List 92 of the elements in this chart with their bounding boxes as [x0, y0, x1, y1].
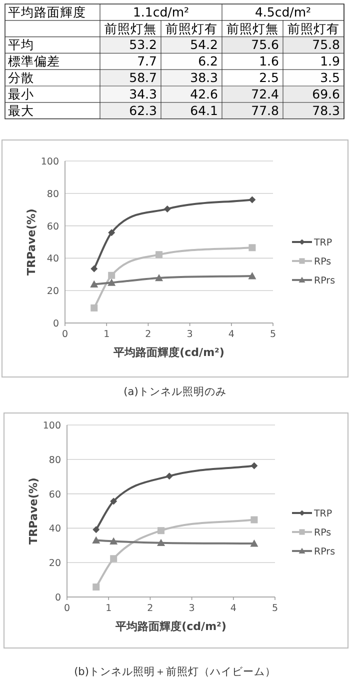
point [158, 527, 165, 534]
data-label: 42.6 [190, 86, 218, 102]
data-label: 53.2 [129, 37, 157, 52]
data-label: 75.6 [251, 37, 280, 52]
x-axis-title: 平均路面輝度(cd/m²) [112, 346, 224, 359]
point [110, 498, 118, 505]
y-tick-label: 最小 [8, 86, 34, 102]
y-tick-label: 0 [52, 318, 59, 330]
point [156, 251, 163, 258]
point [108, 278, 116, 286]
data-label: 6.2 [198, 54, 218, 69]
point [157, 538, 166, 546]
x-tick-label: 0 [62, 329, 68, 340]
y-tick-label: 40 [46, 254, 59, 265]
x-tick-label: 5 [272, 603, 278, 614]
data-label: 1.6 [259, 54, 280, 69]
point [90, 280, 98, 288]
data-label: 78.3 [312, 102, 340, 118]
x-tick-label: 前照灯有 [288, 20, 340, 36]
x-tick-label: 4 [228, 329, 234, 340]
y-tick-label: 100 [40, 156, 59, 168]
point [248, 196, 256, 204]
text: 平均路面輝度 [8, 4, 86, 20]
y-tick-label: 80 [46, 188, 59, 200]
point [250, 540, 258, 547]
data-label: 1.9 [320, 54, 340, 69]
point [250, 516, 258, 524]
text: (a)トンネル照明のみ [124, 386, 226, 398]
point [155, 274, 164, 282]
y-tick-label: 分散 [8, 70, 34, 85]
x-tick-label: 0 [64, 603, 70, 614]
data-label: 58.7 [129, 70, 157, 85]
point [248, 272, 256, 280]
y-tick-label: 0 [54, 592, 61, 604]
y-tick-label: 40 [48, 524, 61, 535]
data-label: 3.5 [320, 70, 340, 85]
data-label: 2.5 [259, 70, 279, 85]
point [164, 205, 171, 212]
x-tick-label: 2 [147, 603, 154, 614]
y-tick-label: 100 [42, 420, 61, 432]
y-axis-title: TRPave(%) [25, 208, 38, 276]
point [92, 584, 100, 591]
point [166, 472, 173, 480]
data-label: 7.7 [137, 54, 157, 69]
x-tick-label: 1 [106, 603, 112, 614]
x-tick-label: 1 [104, 329, 110, 340]
data-label: 75.8 [312, 37, 340, 52]
y-tick-label: 標準偏差 [8, 54, 60, 69]
y-tick-label: 60 [48, 489, 61, 500]
text: 4.5cd/m² [254, 4, 312, 20]
point [108, 272, 116, 279]
point [90, 265, 98, 272]
point [92, 526, 100, 534]
data-label: 72.4 [251, 86, 280, 102]
data-label: 34.3 [129, 86, 157, 102]
data-label: 54.2 [190, 37, 218, 52]
x-tick-label: 3 [186, 329, 193, 340]
point [250, 462, 258, 470]
data-label: 38.3 [190, 70, 218, 85]
text: 1.1cd/m² [132, 4, 190, 20]
x-axis-title: 平均路面輝度(cd/m²) [114, 620, 226, 633]
point [110, 537, 118, 544]
point [92, 536, 100, 544]
legend-label: RPs [314, 528, 332, 538]
point [108, 229, 116, 236]
y-tick-label: 20 [46, 286, 59, 298]
y-tick-label: 60 [46, 221, 59, 232]
point [248, 244, 256, 252]
legend-label: RPrs [314, 276, 336, 286]
legend-label: TRP [313, 238, 332, 248]
point [90, 304, 98, 312]
point [110, 555, 118, 562]
text: (b)トンネル照明＋前照灯（ハイビーム） [74, 666, 276, 678]
x-tick-label: 2 [145, 329, 152, 340]
y-axis-title: TRPave(%) [27, 478, 40, 544]
x-tick-label: 前照灯無 [226, 20, 278, 36]
legend-label: RPrs [314, 546, 336, 558]
data-label: 69.6 [312, 86, 340, 102]
x-tick-label: 3 [188, 603, 195, 614]
y-tick-label: 80 [48, 454, 61, 466]
x-tick-label: 前照灯無 [104, 20, 156, 36]
x-tick-label: 5 [270, 329, 276, 340]
x-tick-label: 4 [230, 603, 236, 614]
y-tick-label: 最大 [8, 102, 34, 118]
legend-label: TRP [313, 508, 332, 520]
x-tick-label: 前照灯有 [166, 20, 218, 36]
data-label: 77.8 [251, 102, 280, 118]
legend-label: RPs [314, 256, 332, 268]
data-label: 62.3 [129, 102, 157, 118]
y-tick-label: 20 [48, 558, 61, 570]
data-label: 64.1 [190, 102, 218, 118]
y-tick-label: 平均 [8, 37, 34, 52]
